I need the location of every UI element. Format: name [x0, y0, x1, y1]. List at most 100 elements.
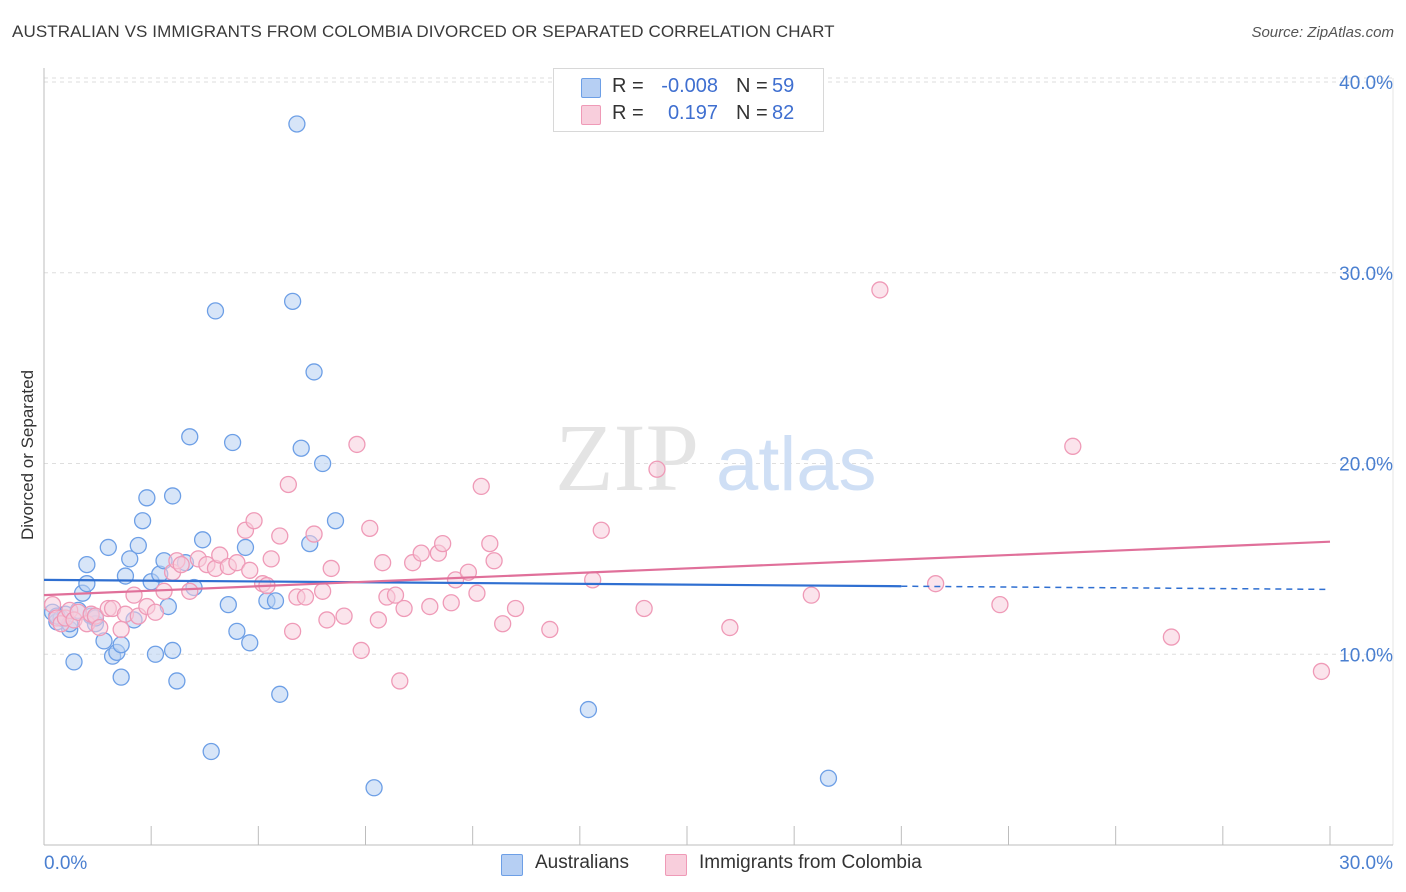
point-australians — [288, 115, 306, 133]
y-tick-labels: 10.0% 20.0% 30.0% 40.0% — [1339, 73, 1393, 666]
legend-swatch-australians — [581, 78, 601, 98]
point-colombia — [361, 519, 379, 538]
point-australians — [138, 489, 156, 507]
point-australians — [116, 567, 135, 585]
point-australians — [283, 292, 302, 311]
point-australians — [326, 512, 345, 530]
point-colombia — [352, 641, 370, 660]
point-colombia — [468, 584, 486, 602]
legend-swatch-colombia — [581, 105, 601, 125]
y-tick-label: 20.0% — [1339, 455, 1393, 476]
x-tick-label-min: 0.0% — [44, 853, 87, 874]
point-australians — [579, 700, 598, 719]
point-australians — [223, 433, 242, 452]
legend-row-australians: R = -0.008 N = 59 — [554, 75, 823, 101]
point-australians — [99, 538, 117, 557]
point-australians — [168, 672, 186, 690]
legend-n-label: N = — [736, 75, 768, 97]
point-australians — [305, 363, 323, 381]
point-australians — [78, 555, 96, 574]
legend-n-label: N = — [736, 102, 768, 124]
point-colombia — [279, 475, 297, 494]
point-australians — [65, 653, 83, 671]
point-colombia — [335, 607, 353, 625]
point-colombia — [472, 477, 490, 496]
point-colombia — [146, 603, 165, 621]
point-colombia — [395, 599, 413, 618]
point-australians — [181, 428, 199, 446]
point-colombia — [991, 596, 1009, 614]
point-colombia — [635, 599, 653, 618]
bottom-legend-label: Immigrants from Colombia — [699, 852, 922, 873]
correlation-legend: R = -0.008 N = 59 R = 0.197 N = 82 — [553, 68, 824, 132]
legend-n-value: 82 — [772, 102, 795, 124]
point-colombia — [228, 554, 246, 572]
point-australians — [163, 641, 182, 660]
bottom-legend-label: Australians — [535, 852, 629, 873]
legend-r-value: 0.197 — [667, 102, 718, 124]
chart-title: AUSTRALIAN VS IMMIGRANTS FROM COLOMBIA D… — [12, 22, 835, 41]
point-colombia — [721, 618, 739, 637]
point-colombia — [434, 534, 452, 553]
point-colombia — [322, 559, 340, 578]
point-australians — [313, 454, 332, 473]
point-colombia — [181, 582, 199, 600]
point-australians — [219, 596, 237, 614]
point-colombia — [245, 512, 263, 530]
point-australians — [112, 668, 130, 686]
point-australians — [133, 512, 152, 530]
x-tick-label-max: 30.0% — [1339, 853, 1393, 874]
point-colombia — [592, 521, 610, 539]
point-colombia — [391, 672, 409, 690]
trend-lines — [43, 540, 1331, 597]
point-colombia — [584, 571, 602, 589]
y-tick-label: 10.0% — [1339, 645, 1393, 666]
point-colombia — [271, 527, 289, 545]
point-colombia — [262, 550, 280, 568]
point-colombia — [926, 575, 945, 593]
legend-r-label: R = — [612, 102, 644, 124]
point-colombia — [386, 586, 405, 604]
point-colombia — [112, 620, 130, 639]
bottom-legend-swatch-australians — [501, 854, 523, 876]
trend-line-australians-projection — [901, 585, 1331, 591]
point-colombia — [1064, 437, 1082, 455]
point-colombia — [412, 544, 430, 562]
point-colombia — [802, 586, 820, 604]
point-colombia — [313, 582, 332, 600]
legend-r-label: R = — [612, 75, 644, 97]
point-australians — [121, 550, 139, 568]
point-colombia — [211, 546, 229, 564]
point-australians — [78, 575, 96, 593]
point-australians — [129, 536, 147, 555]
y-tick-label: 30.0% — [1339, 264, 1393, 285]
point-colombia — [506, 599, 525, 618]
watermark-zip: ZIP — [555, 404, 699, 511]
source-credit: Source: ZipAtlas.com — [1251, 24, 1394, 41]
bottom-legend-swatch-colombia — [665, 854, 687, 876]
trend-line-colombia — [43, 540, 1331, 597]
legend-n-value: 59 — [772, 75, 795, 97]
point-colombia — [541, 620, 559, 639]
y-axis-label: Divorced or Separated — [18, 370, 37, 540]
point-australians — [266, 592, 285, 610]
point-colombia — [421, 597, 439, 616]
axes — [43, 68, 1393, 846]
point-australians — [271, 685, 289, 703]
point-colombia — [481, 534, 499, 553]
point-australians — [206, 302, 225, 320]
point-colombia — [1162, 628, 1181, 646]
point-colombia — [442, 594, 460, 612]
point-colombia — [373, 554, 392, 572]
point-australians — [112, 636, 130, 654]
point-australians — [292, 439, 310, 457]
point-colombia — [241, 561, 259, 579]
point-colombia — [648, 460, 666, 478]
legend-row-colombia: R = 0.197 N = 82 — [554, 102, 823, 128]
point-colombia — [369, 611, 388, 629]
point-australians — [236, 538, 255, 557]
point-australians — [146, 645, 165, 663]
point-colombia — [91, 618, 109, 637]
watermark-atlas: atlas — [716, 422, 877, 507]
